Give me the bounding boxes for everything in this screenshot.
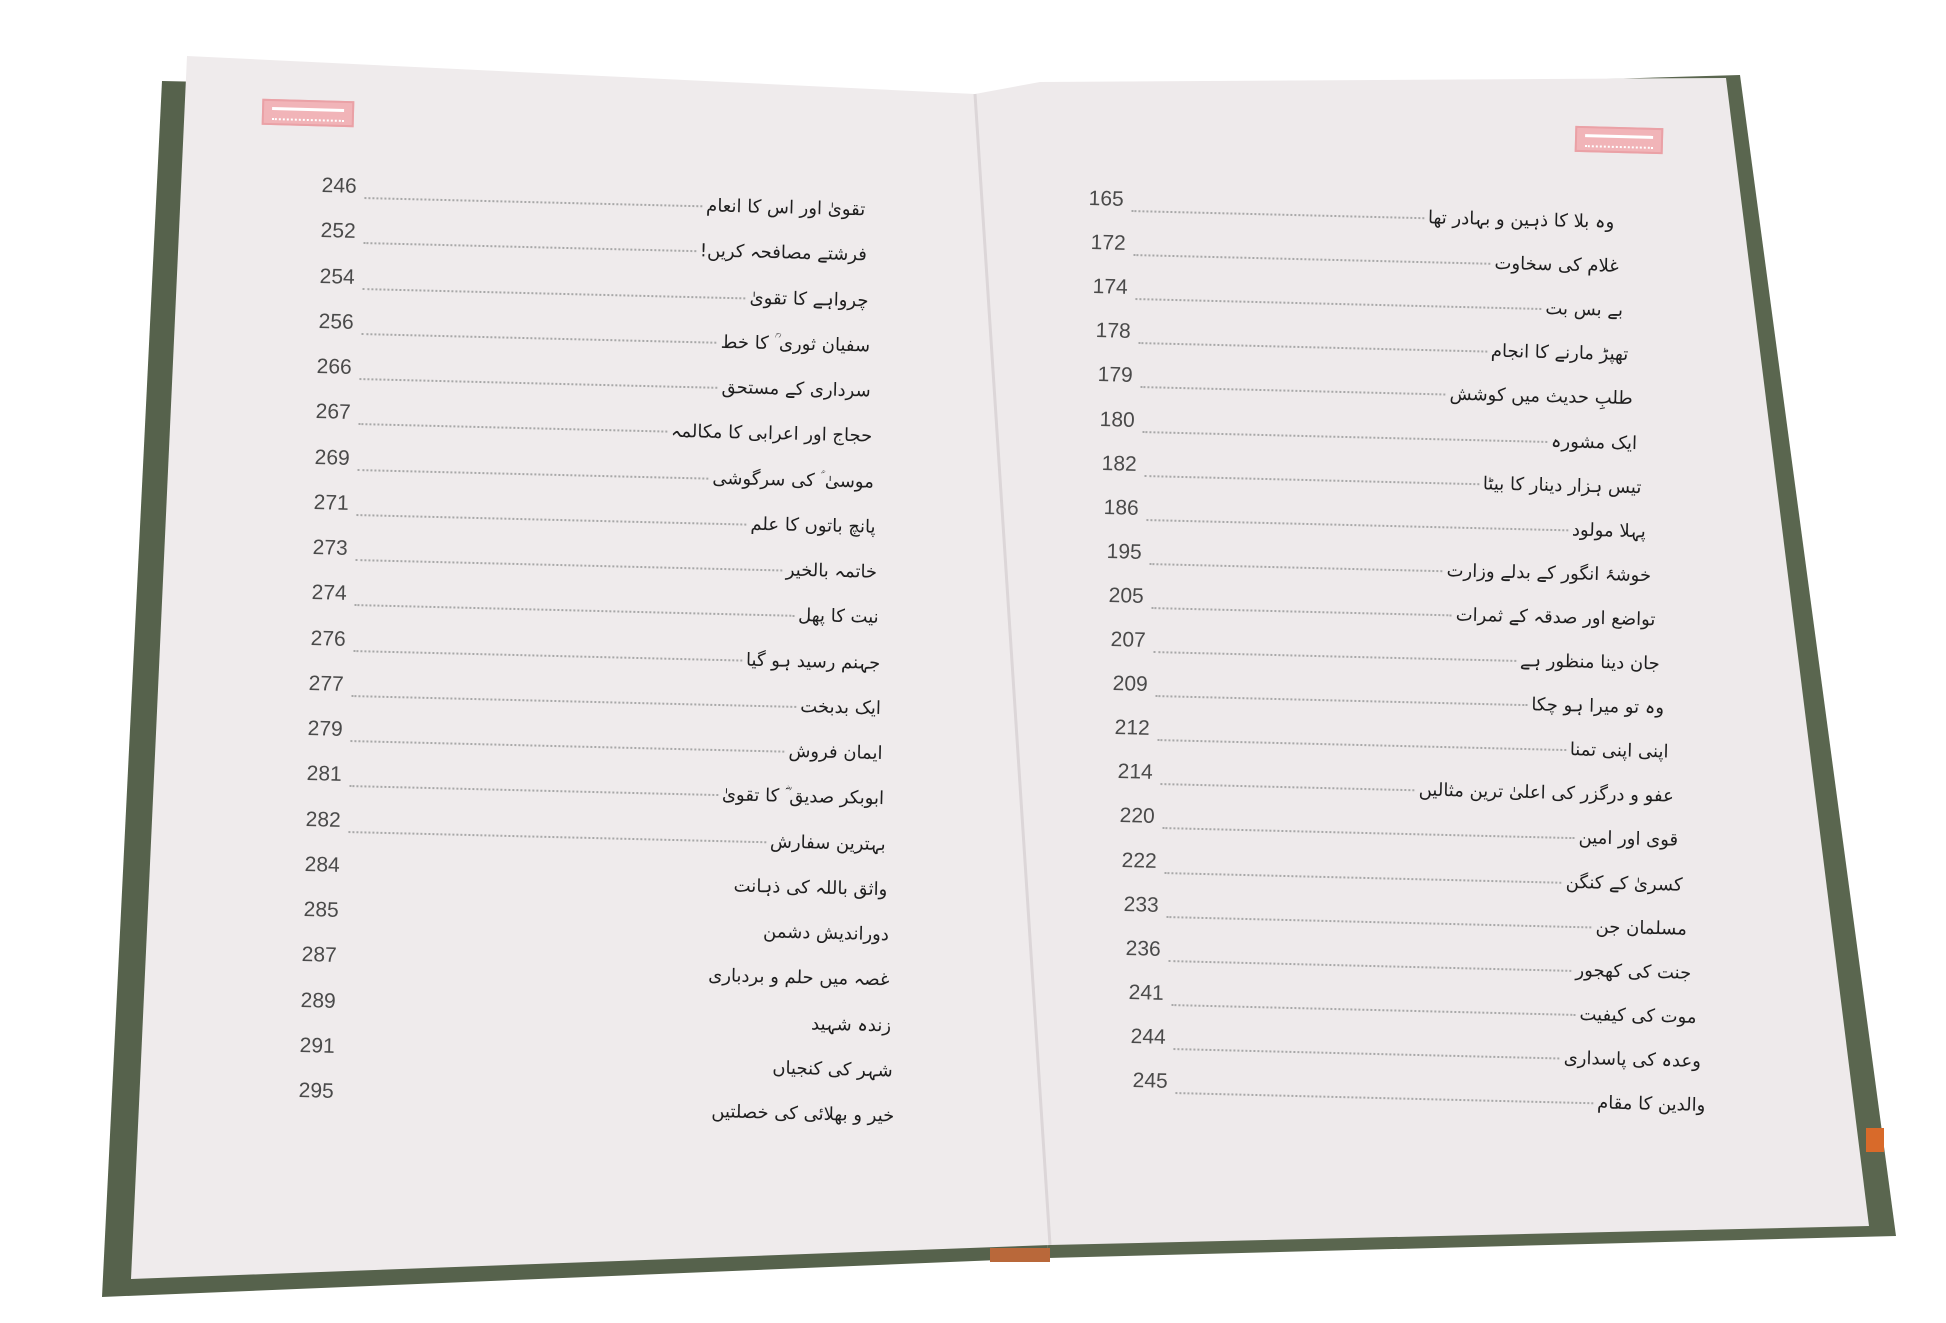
toc-page-number: 182	[1101, 451, 1138, 476]
toc-title: بے بس بت	[1545, 298, 1624, 322]
toc-title: خوشۂ انگور کے بدلے وزارت	[1445, 560, 1651, 587]
toc-page-number: 236	[1125, 936, 1162, 961]
toc-title: فرشتے مصافحہ کریں!	[699, 240, 867, 266]
toc-title: جان دینا منظور ہے	[1519, 650, 1661, 675]
toc-page-number: 180	[1099, 407, 1136, 432]
toc-page-number: 246	[321, 174, 358, 198]
toc-page-number: 266	[316, 355, 353, 379]
toc-title: قوی اور امین	[1578, 827, 1679, 852]
toc-page-number: 269	[314, 445, 351, 470]
toc-page-number: 289	[300, 988, 337, 1013]
toc-title: ابوبکر صدیق ؓ کا تقویٰ	[721, 784, 885, 810]
toc-page-number: 174	[1092, 275, 1129, 300]
toc-page-number: 279	[307, 717, 344, 741]
toc-page-number: 277	[308, 671, 345, 696]
toc-page-number: 271	[313, 490, 349, 515]
toc-page-number: 172	[1090, 231, 1127, 255]
toc-title: جہنم رسید ہو گیا	[745, 649, 881, 674]
toc-page-number: 273	[312, 536, 348, 560]
toc-page-number: 165	[1088, 187, 1125, 211]
toc-page-number: 287	[301, 943, 338, 968]
page-gutter	[973, 93, 1052, 1246]
toc-page-number: 254	[319, 264, 355, 289]
toc-page-number: 220	[1119, 804, 1155, 829]
toc-page-number: 244	[1130, 1024, 1166, 1049]
toc-title: وہ بلا کا ذہین و بہادر تھا	[1427, 207, 1615, 233]
toc-title: تقویٰ اور اس کا انعام	[705, 195, 866, 221]
toc-title: وعدہ کی پاسداری	[1563, 1047, 1701, 1072]
toc-page-number: 222	[1121, 848, 1158, 873]
toc-title: نیت کا پھل	[797, 605, 879, 629]
toc-page-number: 291	[299, 1033, 336, 1058]
toc-title: جنت کی کھجور	[1575, 959, 1692, 984]
toc-title: پانچ باتوں کا علم	[750, 513, 876, 538]
toc-title: چرواہے کا تقویٰ	[749, 287, 869, 311]
toc-page-number: 276	[309, 626, 346, 651]
toc-title: واثق باللہ کی ذہانت	[733, 875, 888, 900]
toc-title: غلام کی سخاوت	[1494, 252, 1620, 277]
right-page	[975, 78, 1869, 1245]
toc-page-number: 195	[1106, 539, 1142, 564]
toc-page-number: 267	[315, 400, 352, 425]
toc-page-number: 282	[305, 807, 341, 832]
toc-title: بہترین سفارش	[769, 830, 886, 855]
toc-title: موت کی کیفیت	[1578, 1003, 1697, 1028]
toc-title: خاتمہ بالخیر	[785, 559, 878, 583]
toc-title: ایک بدبخت	[800, 695, 882, 719]
toc-page-number: 179	[1097, 363, 1133, 388]
toc-title: مسلمان جن	[1595, 916, 1688, 940]
toc-title: حجاج اور اعرابی کا مکالمہ	[670, 420, 873, 447]
toc-page-number: 274	[311, 581, 347, 606]
toc-page-number: 212	[1114, 716, 1151, 741]
toc-title: دوراندیش دشمن	[762, 921, 889, 946]
toc-title: غصہ میں حلم و بردباری	[708, 965, 891, 991]
toc-title: تواضع اور صدقہ کے ثمرات	[1455, 604, 1656, 631]
right-page-header-stamp	[1574, 125, 1664, 155]
toc-page-number: 209	[1112, 672, 1149, 696]
toc-page-number: 205	[1108, 583, 1144, 608]
toc-title: تیس ہزار دینار کا بیٹا	[1482, 472, 1642, 498]
toc-title: کسریٰ کے کنگن	[1565, 871, 1683, 896]
toc-title: طلبِ حدیث میں کوشش	[1449, 383, 1633, 410]
toc-title: ایمان فروش	[788, 740, 883, 765]
left-page-header-stamp	[261, 98, 355, 128]
toc-page-number: 233	[1123, 892, 1160, 917]
toc-page-number: 284	[304, 852, 340, 877]
toc-page-number: 186	[1103, 495, 1140, 520]
spine-headband	[990, 1248, 1050, 1262]
dot-leader	[1160, 761, 1415, 792]
toc-page-number: 245	[1132, 1069, 1169, 1093]
toc-page-number: 256	[317, 309, 354, 334]
toc-title: والدین کا مقام	[1596, 1092, 1706, 1116]
toc-page-number: 207	[1110, 628, 1147, 652]
toc-page-number: 214	[1117, 760, 1153, 785]
toc-title: خیر و بھلائی کی خصلتیں	[711, 1101, 895, 1127]
toc-title: سرداری کے مستحق	[721, 376, 872, 402]
toc-title: موسیٰ ؑ کی سرگوشی	[712, 467, 875, 493]
toc-page-number: 285	[303, 898, 339, 922]
toc-title: سفیان ثوری ؒ کا خط	[720, 331, 870, 357]
toc-title: تھپڑ مارنے کا انجام	[1490, 340, 1629, 366]
toc-page-number: 295	[298, 1079, 335, 1103]
toc-page-number: 252	[320, 219, 356, 244]
toc-title: اپنی اپنی تمنا	[1569, 739, 1670, 763]
toc-title: وہ تو میرا ہو چکا	[1531, 694, 1665, 719]
left-page	[131, 56, 1050, 1279]
toc-page-number: 281	[306, 762, 343, 787]
cover-edge-mark	[1866, 1128, 1884, 1152]
toc-title: شہر کی کنجیاں	[772, 1057, 894, 1082]
toc-title: زندہ شہید	[811, 1012, 892, 1036]
toc-title: ایک مشورہ	[1550, 430, 1638, 454]
toc-page-number: 241	[1128, 980, 1164, 1005]
toc-title: عفو و درگزر کی اعلیٰ ترین مثالیں	[1418, 779, 1674, 807]
toc-title: پہلا مولود	[1572, 519, 1647, 542]
toc-page-number: 178	[1095, 319, 1131, 344]
